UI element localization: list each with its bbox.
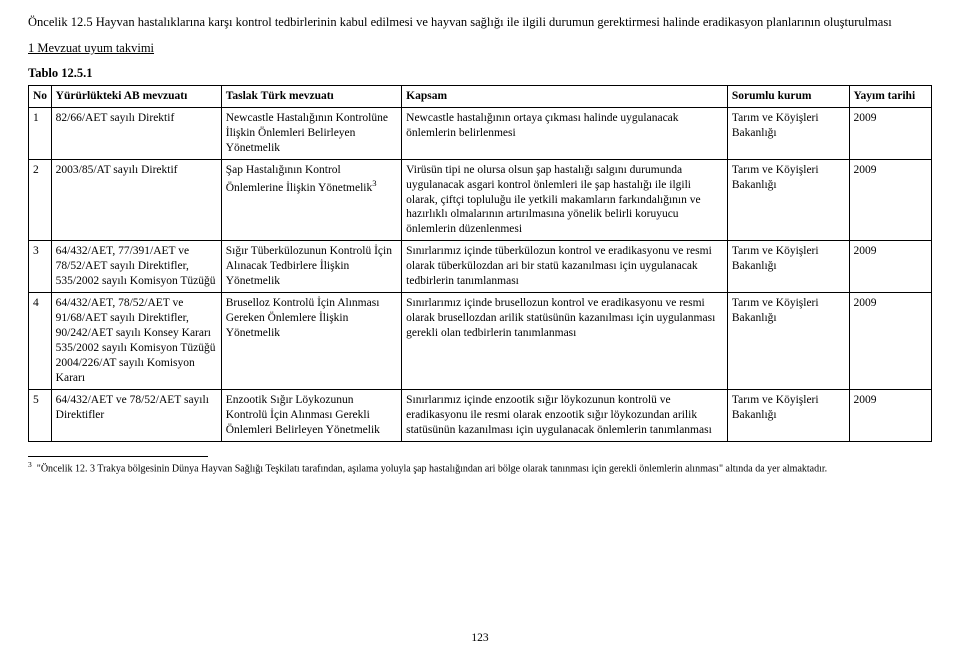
- cell-ab: 64/432/AET ve 78/52/AET sayılı Direktifl…: [51, 389, 221, 441]
- cell-kapsam: Sınırlarımız içinde enzootik sığır löyko…: [402, 389, 728, 441]
- cell-no: 4: [29, 293, 52, 390]
- table-caption: Tablo 12.5.1: [28, 66, 932, 81]
- cell-kurum: Tarım ve Köyişleri Bakanlığı: [727, 159, 849, 241]
- priority-text: Hayvan hastalıklarına karşı kontrol tedb…: [93, 15, 892, 29]
- cell-kapsam: Newcastle hastalığının ortaya çıkması ha…: [402, 107, 728, 159]
- table-row: 2 2003/85/AT sayılı Direktif Şap Hastalı…: [29, 159, 932, 241]
- footnote-separator: [28, 456, 208, 457]
- cell-tr: Sığır Tüberkülozunun Kontrolü İçin Alına…: [221, 241, 401, 293]
- cell-kurum: Tarım ve Köyişleri Bakanlığı: [727, 293, 849, 390]
- footnote-ref: 3: [372, 178, 376, 188]
- col-kurum: Sorumlu kurum: [727, 85, 849, 107]
- cell-kurum: Tarım ve Köyişleri Bakanlığı: [727, 389, 849, 441]
- priority-number: Öncelik 12.5: [28, 15, 93, 29]
- cell-tr: Şap Hastalığının Kontrol Önlemlerine İli…: [221, 159, 401, 241]
- cell-kapsam: Sınırlarımız içinde brusellozun kontrol …: [402, 293, 728, 390]
- table-header-row: No Yürürlükteki AB mevzuatı Taslak Türk …: [29, 85, 932, 107]
- cell-tarih: 2009: [849, 293, 932, 390]
- cell-no: 1: [29, 107, 52, 159]
- cell-no: 5: [29, 389, 52, 441]
- cell-tarih: 2009: [849, 241, 932, 293]
- priority-heading: Öncelik 12.5 Hayvan hastalıklarına karşı…: [28, 14, 932, 31]
- cell-tr: Bruselloz Kontrolü İçin Alınması Gereken…: [221, 293, 401, 390]
- page-number: 123: [0, 632, 960, 644]
- col-tr: Taslak Türk mevzuatı: [221, 85, 401, 107]
- cell-tr: Newcastle Hastalığının Kontrolüne İlişki…: [221, 107, 401, 159]
- cell-ab: 64/432/AET, 78/52/AET ve 91/68/AET sayıl…: [51, 293, 221, 390]
- table-row: 1 82/66/AET sayılı Direktif Newcastle Ha…: [29, 107, 932, 159]
- cell-tarih: 2009: [849, 159, 932, 241]
- cell-no: 3: [29, 241, 52, 293]
- table-row: 3 64/432/AET, 77/391/AET ve 78/52/AET sa…: [29, 241, 932, 293]
- cell-ab: 2003/85/AT sayılı Direktif: [51, 159, 221, 241]
- col-kapsam: Kapsam: [402, 85, 728, 107]
- cell-tarih: 2009: [849, 389, 932, 441]
- section-subheading: 1 Mevzuat uyum takvimi: [28, 41, 932, 56]
- footnote-text: "Öncelik 12. 3 Trakya bölgesinin Dünya H…: [32, 463, 827, 474]
- cell-no: 2: [29, 159, 52, 241]
- footnote: 3 "Öncelik 12. 3 Trakya bölgesinin Dünya…: [28, 460, 932, 475]
- cell-kapsam: Virüsün tipi ne olursa olsun şap hastalı…: [402, 159, 728, 241]
- col-no: No: [29, 85, 52, 107]
- cell-tarih: 2009: [849, 107, 932, 159]
- col-tarih: Yayım tarihi: [849, 85, 932, 107]
- cell-ab: 64/432/AET, 77/391/AET ve 78/52/AET sayı…: [51, 241, 221, 293]
- col-ab: Yürürlükteki AB mevzuatı: [51, 85, 221, 107]
- cell-tr: Enzootik Sığır Löykozunun Kontrolü İçin …: [221, 389, 401, 441]
- cell-kurum: Tarım ve Köyişleri Bakanlığı: [727, 241, 849, 293]
- cell-kurum: Tarım ve Köyişleri Bakanlığı: [727, 107, 849, 159]
- legislation-table: No Yürürlükteki AB mevzuatı Taslak Türk …: [28, 85, 932, 442]
- table-row: 4 64/432/AET, 78/52/AET ve 91/68/AET say…: [29, 293, 932, 390]
- table-row: 5 64/432/AET ve 78/52/AET sayılı Direkti…: [29, 389, 932, 441]
- cell-ab: 82/66/AET sayılı Direktif: [51, 107, 221, 159]
- cell-kapsam: Sınırlarımız içinde tüberkülozun kontrol…: [402, 241, 728, 293]
